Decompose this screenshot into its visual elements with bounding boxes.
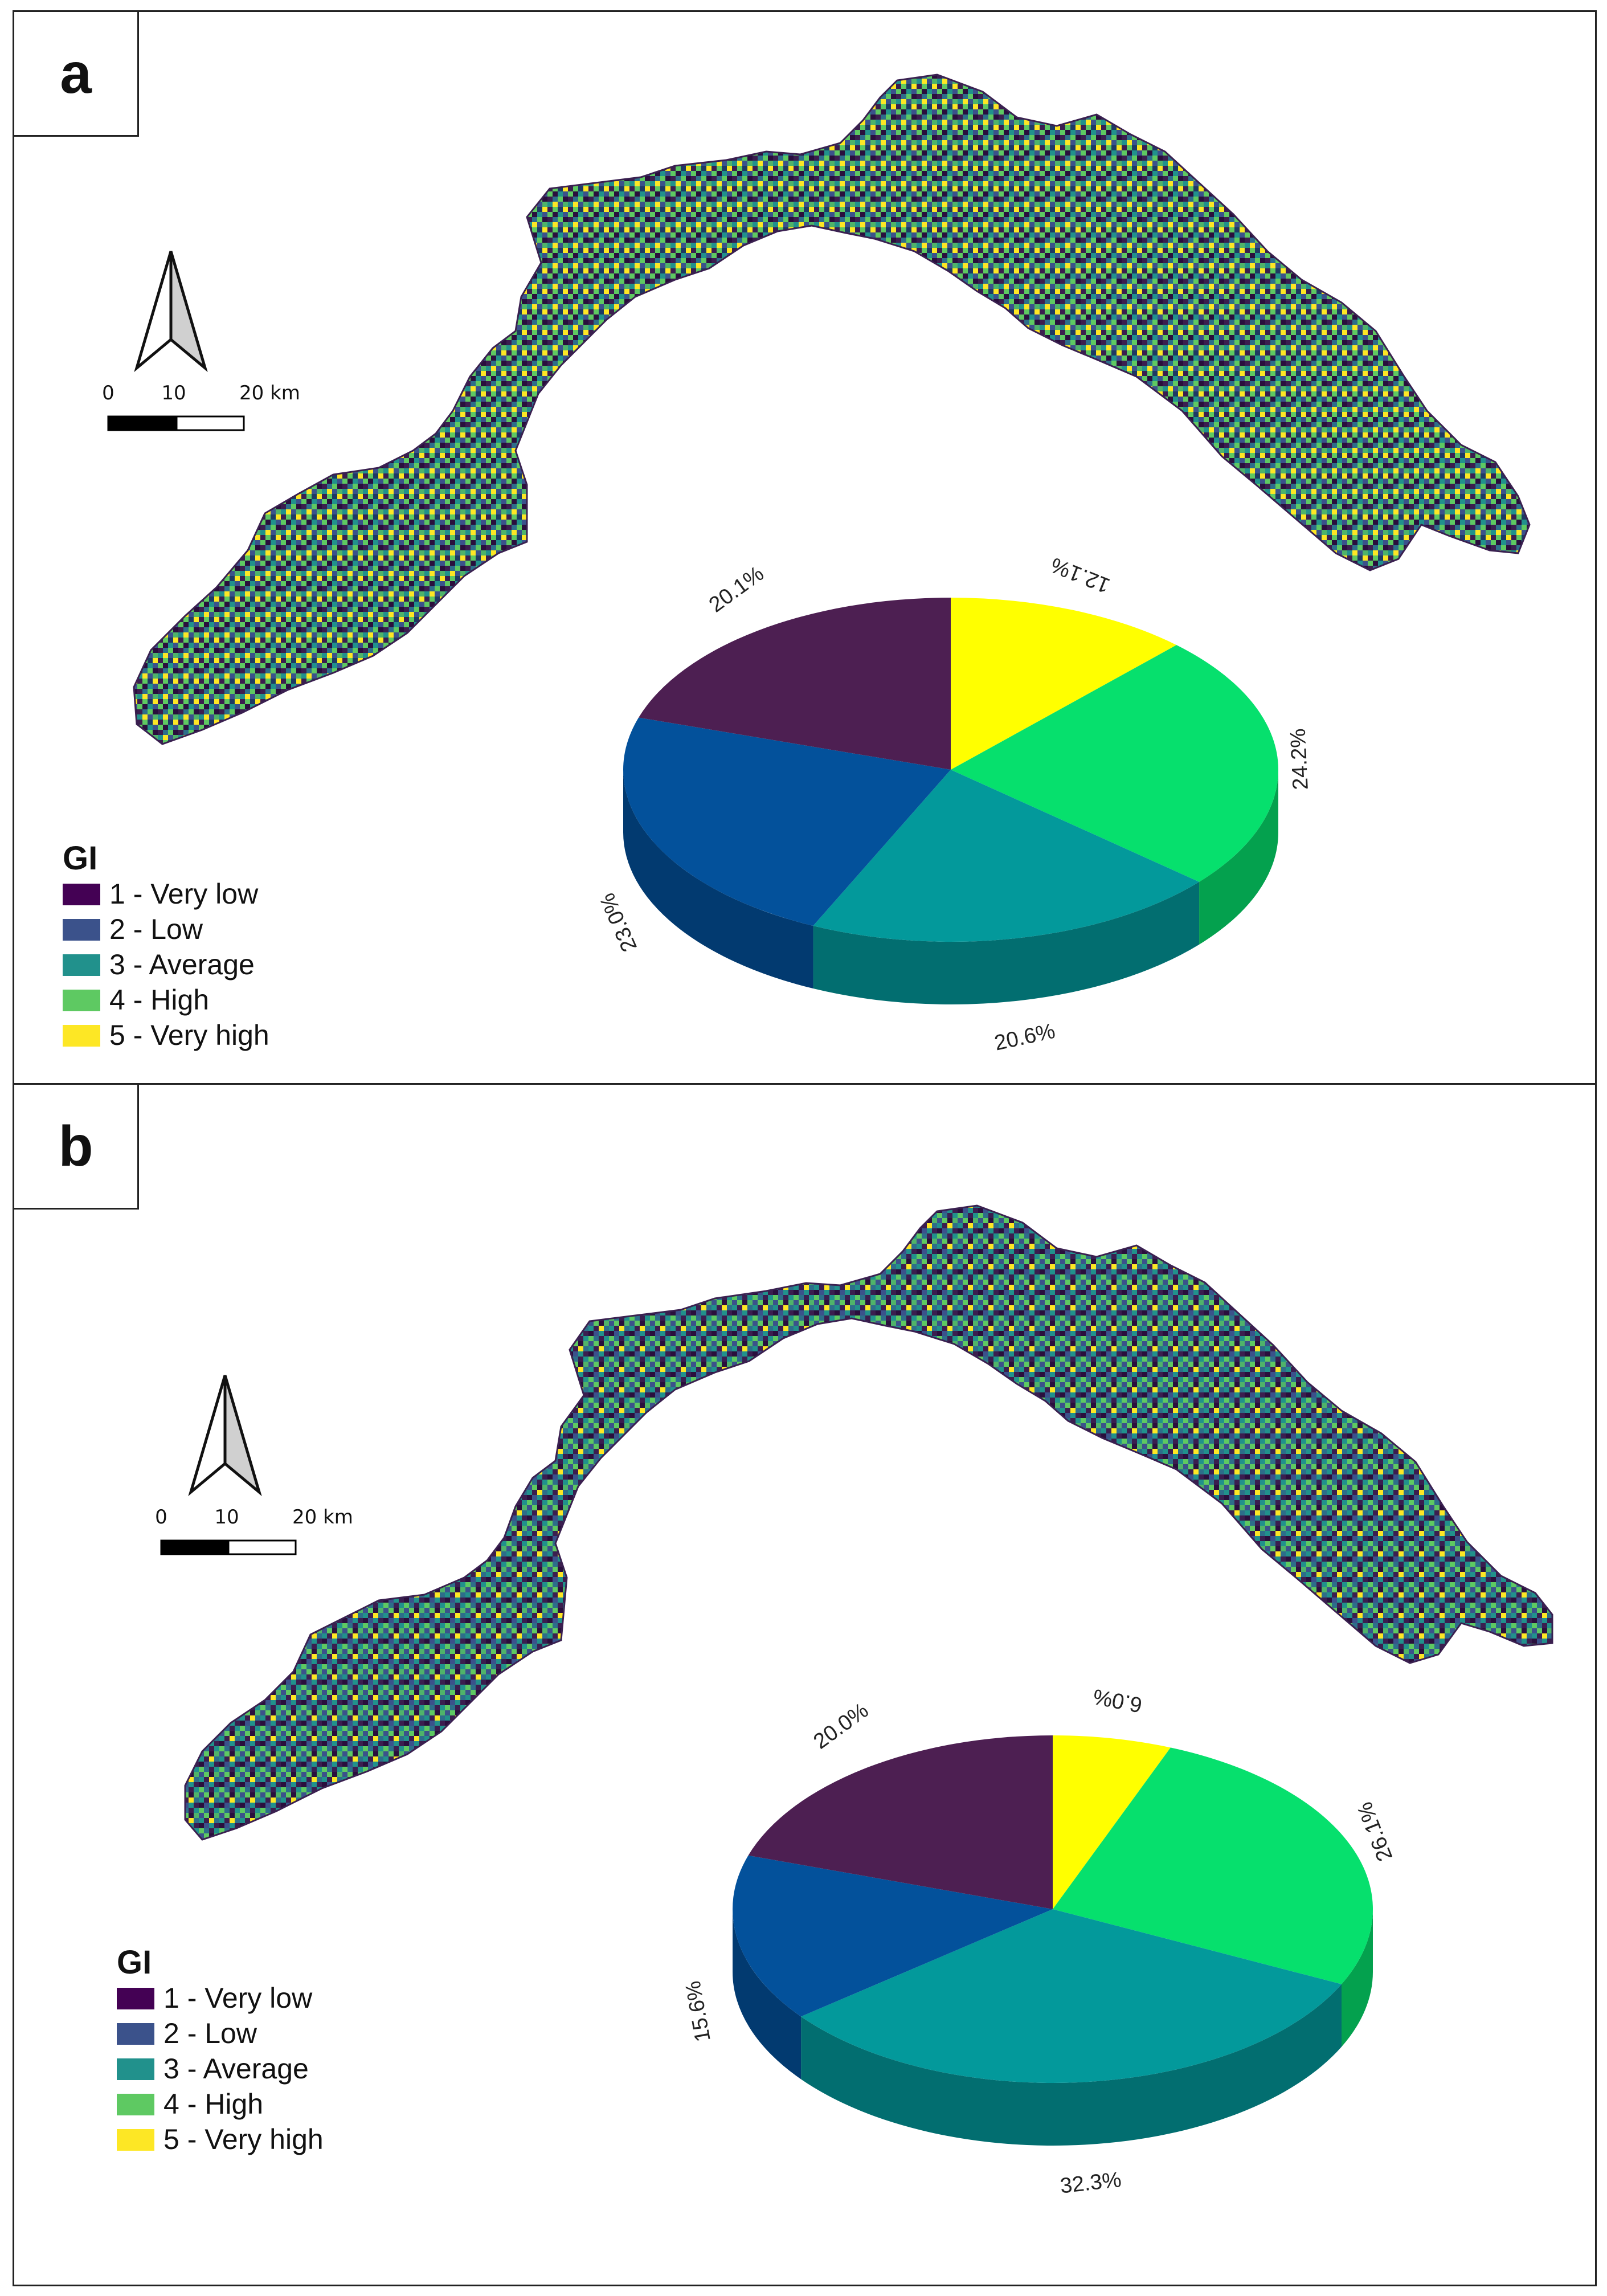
pie-slice bbox=[733, 1855, 1053, 2017]
pie-slice-side bbox=[623, 770, 813, 989]
scale-tick-10: 10 bbox=[161, 382, 186, 405]
pie-slice-side bbox=[1199, 770, 1278, 945]
legend-swatch bbox=[63, 1025, 100, 1047]
north-arrow-icon bbox=[188, 1375, 262, 1497]
pie-slice bbox=[748, 1735, 1053, 1909]
pie-chart-b: 6.0% 26.1% 32.3% 15.6% 20.0% bbox=[681, 1684, 1398, 2199]
north-arrow-icon bbox=[134, 251, 208, 373]
pie-slice bbox=[801, 1909, 1342, 2083]
pie-data-label: 12.1% bbox=[1048, 553, 1114, 598]
legend-label: 2 - Low bbox=[163, 2017, 257, 2049]
region-map bbox=[184, 1204, 1553, 1841]
legend-swatch bbox=[117, 1988, 154, 2009]
legend-swatch bbox=[117, 2023, 154, 2045]
legend-label: 3 - Average bbox=[109, 949, 255, 981]
pie-data-label: 26.1% bbox=[1353, 1799, 1397, 1865]
legend-title: GI bbox=[117, 1944, 152, 1981]
map-panel-b: b bbox=[13, 1083, 1597, 2286]
legend-label: 2 - Low bbox=[109, 913, 203, 945]
pie-data-label: 20.0% bbox=[809, 1698, 873, 1754]
legend-label: 4 - High bbox=[163, 2088, 263, 2120]
scale-bar: 0 10 20 km bbox=[155, 1506, 353, 1555]
scale-tick-0: 0 bbox=[102, 382, 115, 405]
legend-label: 1 - Very low bbox=[163, 1982, 313, 2014]
pie-slice-side bbox=[801, 1984, 1342, 2146]
legend-title: GI bbox=[63, 840, 97, 877]
pie-slice bbox=[639, 598, 951, 770]
scale-tick-20: 20 km bbox=[239, 382, 300, 405]
legend-label: 3 - Average bbox=[163, 2053, 309, 2085]
pie-data-label: 20.1% bbox=[705, 562, 768, 618]
pie-slice bbox=[1053, 1735, 1171, 1909]
legend-swatch bbox=[63, 954, 100, 976]
legend-swatch bbox=[117, 2129, 154, 2151]
pie-slice-side bbox=[733, 1909, 802, 2080]
panel-label: a bbox=[13, 10, 139, 137]
legend-label: 4 - High bbox=[109, 984, 209, 1016]
pie-data-label: 6.0% bbox=[1091, 1684, 1144, 1717]
pie-slice bbox=[951, 598, 1177, 770]
pie-data-label: 24.2% bbox=[1286, 728, 1313, 791]
scale-bar: 0 10 20 km bbox=[102, 382, 300, 431]
pie-slice bbox=[951, 645, 1278, 882]
scale-tick-0: 0 bbox=[155, 1506, 167, 1529]
pie-slice bbox=[813, 770, 1200, 942]
pie-slice-side bbox=[1341, 1909, 1373, 2047]
scale-tick-10: 10 bbox=[214, 1506, 239, 1529]
pie-slice bbox=[1053, 1747, 1373, 1984]
map-panel-a: a bbox=[13, 10, 1597, 1085]
scale-tick-20: 20 km bbox=[292, 1506, 353, 1529]
legend-swatch bbox=[117, 2094, 154, 2115]
legend-label: 5 - Very high bbox=[163, 2123, 324, 2155]
pie-data-label: 23.0% bbox=[595, 889, 642, 955]
pie-slice bbox=[623, 717, 951, 926]
panel-label: b bbox=[13, 1083, 139, 1210]
legend-label: 5 - Very high bbox=[109, 1019, 269, 1051]
pie-chart-a: 12.1% 24.2% 20.6% 23.0% 20.1% bbox=[595, 553, 1313, 1056]
region-map bbox=[133, 73, 1531, 745]
legend-swatch bbox=[63, 884, 100, 905]
pie-data-label: 32.3% bbox=[1059, 2168, 1123, 2199]
legend-swatch bbox=[117, 2058, 154, 2080]
legend-swatch bbox=[63, 990, 100, 1011]
pie-data-label: 20.6% bbox=[992, 1019, 1057, 1056]
pie-slice-side bbox=[813, 881, 1200, 1004]
legend-label: 1 - Very low bbox=[109, 878, 259, 910]
pie-data-label: 15.6% bbox=[681, 1979, 715, 2044]
legend-swatch bbox=[63, 919, 100, 941]
